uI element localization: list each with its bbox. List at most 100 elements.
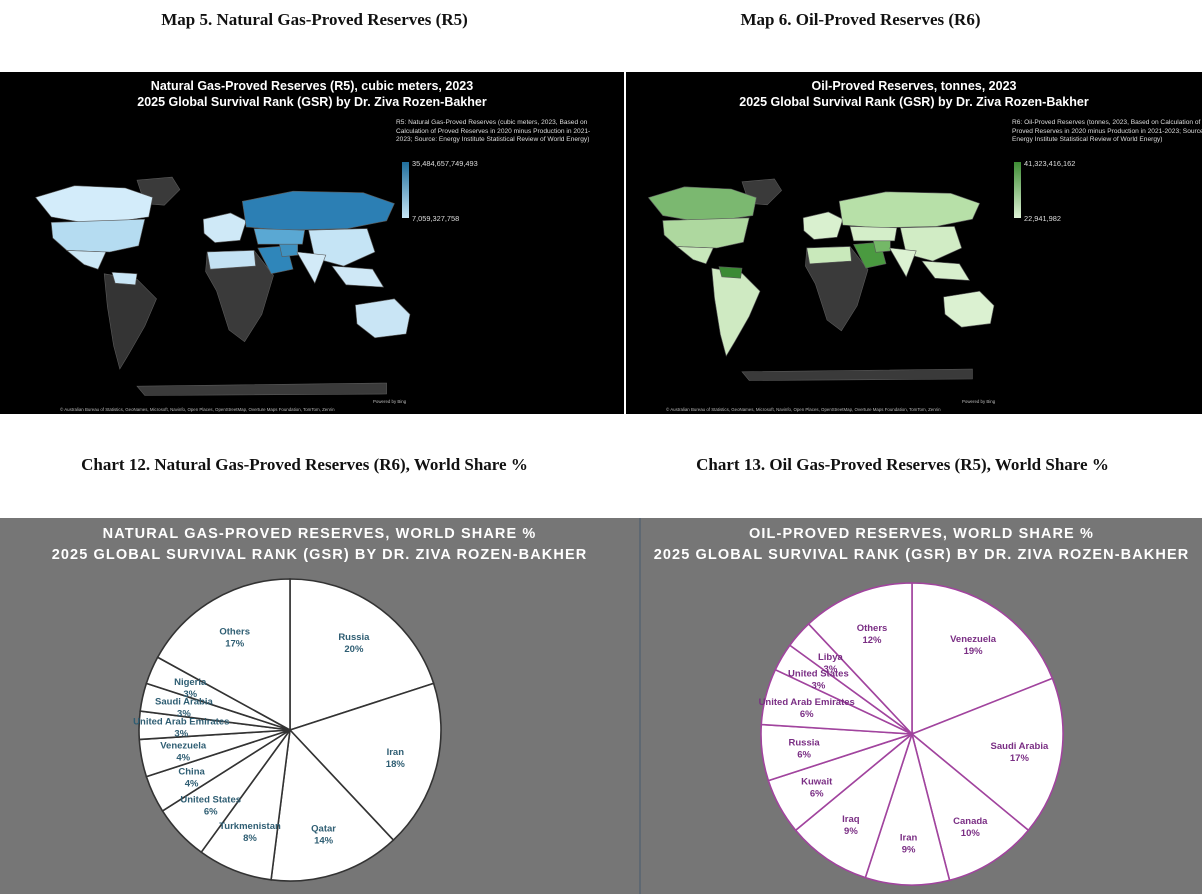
pie-label-value: 8% <box>243 833 257 844</box>
gas-legend-min: 7,059,327,758 <box>412 214 460 223</box>
pie-slice-others <box>807 582 913 737</box>
oil-map-title-line1: Oil-Proved Reserves, tonnes, 2023 <box>811 79 1017 93</box>
pie-slices <box>760 582 1064 886</box>
pie-slice-iran <box>288 682 442 842</box>
mexico-shape <box>676 246 714 265</box>
pie-label-value: 9% <box>844 826 858 837</box>
pie-label-name: Venezuela <box>950 634 997 645</box>
pie-label-russia: Russia 6% <box>789 738 821 761</box>
pie-slice-russia <box>289 578 435 732</box>
pie-label-united-states: United States 6% <box>180 794 241 817</box>
oil-legend-min: 22,941,982 <box>1024 214 1061 223</box>
pie-label-value: 6% <box>800 709 814 720</box>
pie-label-value: 4% <box>185 778 199 789</box>
pie-label-value: 17% <box>1010 753 1030 764</box>
pie-label-united-arab-emirates: United Arab Emirates 3% <box>133 717 229 740</box>
pie-label-united-states: United States 3% <box>788 669 849 692</box>
usa-shape <box>50 218 146 253</box>
pie-slice-iran <box>864 731 951 886</box>
canada-shape <box>647 186 757 221</box>
oil-attribution: © Australian Bureau of Statistics, GeoNa… <box>666 407 941 412</box>
pie-label-name: Libya <box>818 652 844 663</box>
gas-pie-title-line1: NATURAL GAS-PROVED RESERVES, WORLD SHARE… <box>102 526 537 542</box>
pie-label-venezuela: Venezuela 4% <box>160 740 207 763</box>
pie-slice-qatar <box>270 728 395 882</box>
gas-pie-chart: Russia 20% Iran 18% Qatar 14% Turkmenistan 8% Un… <box>133 578 442 882</box>
oil-pie-title-line2: 2025 GLOBAL SURVIVAL RANK (GSR) BY DR. Z… <box>653 547 1190 563</box>
oil-world-map <box>647 178 995 381</box>
pie-label-name: Russia <box>338 632 370 643</box>
south-america-shape <box>711 267 761 357</box>
oil-legend-gradient <box>1014 162 1021 218</box>
pie-label-name: Kuwait <box>801 776 833 787</box>
pie-label-value: 4% <box>176 752 190 763</box>
se-asia-shape <box>331 265 385 288</box>
pie-label-value: 18% <box>386 759 406 770</box>
pie-label-name: Iran <box>900 833 918 844</box>
pie-label-name: Nigeria <box>174 677 207 688</box>
russia-shape <box>241 190 395 231</box>
gas-pie-panel: NATURAL GAS-PROVED RESERVES, WORLD SHARE… <box>0 518 639 894</box>
europe-shape <box>802 211 844 240</box>
gas-map-panel: Natural Gas-Proved Reserves (R5), cubic … <box>0 72 624 414</box>
pie-label-name: Saudi Arabia <box>991 741 1049 752</box>
pie-label-value: 9% <box>902 845 916 856</box>
central-asia-shape <box>849 226 898 242</box>
pie-label-value: 10% <box>961 828 981 839</box>
pie-label-china: China 4% <box>178 766 205 789</box>
pie-label-name: Qatar <box>311 823 336 834</box>
pie-label-name: Russia <box>789 738 821 749</box>
chart12-caption: Chart 12. Natural Gas-Proved Reserves (R… <box>81 455 528 474</box>
pie-label-saudi-arabia: Saudi Arabia 17% <box>991 741 1049 764</box>
pie-label-name: Iran <box>387 747 405 758</box>
map6-caption: Map 6. Oil-Proved Reserves (R6) <box>740 10 981 29</box>
pie-label-iraq: Iraq 9% <box>842 814 860 837</box>
oil-powered-by: Powered by Bing <box>962 399 996 404</box>
chart13-caption: Chart 13. Oil Gas-Proved Reserves (R5), … <box>696 455 1109 474</box>
pie-label-iran: Iran 18% <box>386 747 406 770</box>
pie-label-kuwait: Kuwait 6% <box>801 776 833 799</box>
pie-label-iran: Iran 9% <box>900 833 918 856</box>
pie-label-others: Others 17% <box>219 626 250 649</box>
oil-map-title: Oil-Proved Reserves, tonnes, 2023 2025 G… <box>626 78 1202 110</box>
gas-map-title-line1: Natural Gas-Proved Reserves (R5), cubic … <box>150 79 474 93</box>
oil-pie-panel: OIL-PROVED RESERVES, WORLD SHARE % 2025 … <box>641 518 1202 894</box>
pie-label-name: Iraq <box>842 814 860 825</box>
venezuela-shape <box>111 271 138 286</box>
europe-shape <box>202 212 247 243</box>
india-shape <box>296 251 327 284</box>
pie-label-name: Turkmenistan <box>219 821 281 832</box>
pie-label-others: Others 12% <box>857 623 888 646</box>
india-shape <box>889 247 917 278</box>
pie-label-value: 19% <box>964 646 984 657</box>
pie-label-turkmenistan: Turkmenistan 8% <box>219 821 281 844</box>
pie-label-name: United States <box>180 794 241 805</box>
russia-shape <box>838 191 981 229</box>
panel-divider <box>639 518 641 894</box>
pie-label-value: 6% <box>810 788 824 799</box>
oil-map-panel: Oil-Proved Reserves, tonnes, 2023 2025 G… <box>626 72 1202 414</box>
pie-slices <box>138 578 442 882</box>
oil-legend-max: 41,323,416,162 <box>1024 159 1076 168</box>
pie-label-value: 6% <box>797 750 811 761</box>
pie-label-value: 3% <box>183 689 197 700</box>
australia-shape <box>943 290 995 328</box>
gas-powered-by: Powered by Bing <box>373 399 407 404</box>
gas-world-map <box>35 176 411 396</box>
oil-pie-title-line1: OIL-PROVED RESERVES, WORLD SHARE % <box>749 526 1094 542</box>
pie-label-venezuela: Venezuela 19% <box>950 634 997 657</box>
gas-pie-title: NATURAL GAS-PROVED RESERVES, WORLD SHARE… <box>0 524 639 566</box>
central-asia-shape <box>253 228 306 245</box>
pie-slice-venezuela <box>911 582 1054 736</box>
pie-label-value: 20% <box>344 644 364 655</box>
pie-label-value: 6% <box>204 806 218 817</box>
oil-legend-description: R6: Oil-Proved Reserves (tonnes, 2023, B… <box>1012 119 1202 144</box>
pie-slice-canada <box>910 731 1030 882</box>
pie-labels: Venezuela 19% Saudi Arabia 17% Canada 10% Iran… <box>759 623 1049 856</box>
pie-label-name: Venezuela <box>160 740 207 751</box>
pie-label-value: 12% <box>862 635 882 646</box>
iran-shape <box>872 239 891 253</box>
antarctica-shape <box>741 368 973 381</box>
pie-label-name: Canada <box>953 816 988 827</box>
pie-label-name: Saudi Arabia <box>155 696 213 707</box>
